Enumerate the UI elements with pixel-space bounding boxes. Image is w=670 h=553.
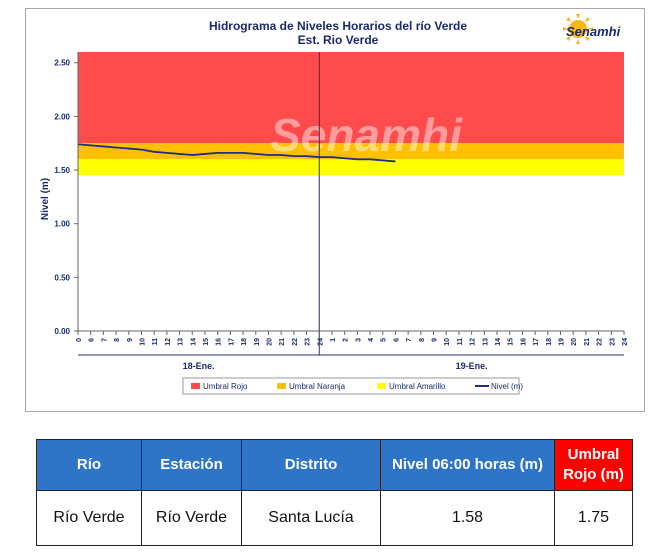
y-axis-label: Nivel (m) — [40, 178, 51, 220]
x-tick-label: 13 — [178, 338, 185, 346]
x-tick-label: 1 — [330, 338, 337, 342]
x-tick-label: 12 — [470, 338, 477, 346]
header-estacion: Estación — [141, 439, 242, 491]
header-nivel: Nivel 06:00 horas (m) — [380, 439, 555, 491]
header-distrito: Distrito — [241, 439, 381, 491]
legend-swatch — [277, 383, 286, 389]
cell-umbral-rojo: 1.75 — [554, 490, 633, 546]
legend-swatch — [191, 383, 200, 389]
x-tick-label: 20 — [266, 338, 273, 346]
x-tick-label: 14 — [495, 338, 502, 346]
x-tick-label: 24 — [317, 338, 324, 346]
chart-frame: Hidrograma de Niveles Horarios del río V… — [25, 8, 645, 412]
senamhi-logo: Senamhi — [563, 14, 621, 44]
y-tick-label: 1.50 — [54, 166, 70, 175]
x-tick-label: 13 — [482, 338, 489, 346]
logo-text: Senamhi — [566, 24, 621, 39]
x-tick-label: 21 — [584, 338, 591, 346]
x-tick-label: 18 — [546, 338, 553, 346]
x-tick-label: 10 — [139, 338, 146, 346]
x-tick-label: 7 — [101, 338, 108, 342]
x-tick-label: 20 — [571, 338, 578, 346]
x-tick-label: 6 — [393, 338, 400, 342]
x-tick-label: 5 — [381, 338, 388, 342]
legend-label: Umbral Naranja — [289, 382, 346, 391]
x-tick-label: 8 — [114, 338, 121, 342]
x-tick-label: 0 — [76, 338, 83, 342]
x-tick-label: 21 — [279, 338, 286, 346]
x-tick-label: 17 — [228, 338, 235, 346]
x-tick-label: 17 — [533, 338, 540, 346]
y-tick-label: 1.00 — [54, 220, 70, 229]
x-tick-label: 18 — [241, 338, 248, 346]
legend: Umbral Rojo Umbral Naranja Umbral Amarillo… — [182, 377, 523, 395]
y-tick-label: 2.00 — [54, 112, 70, 121]
header-umbral-rojo: Umbral Rojo (m) — [554, 439, 633, 491]
plot-axes — [77, 52, 624, 356]
cell-distrito: Santa Lucía — [241, 490, 381, 546]
y-tick-label: 0.00 — [54, 327, 70, 336]
x-tick-label: 23 — [305, 338, 312, 346]
cell-rio: Río Verde — [36, 490, 142, 546]
cell-estacion: Río Verde — [141, 490, 242, 546]
x-tick-label: 16 — [216, 338, 223, 346]
x-tick-label: 12 — [165, 338, 172, 346]
x-tick-label: 4 — [368, 338, 375, 342]
series-line-nivel — [77, 143, 396, 163]
x-tick-label: 19 — [559, 338, 566, 346]
x-tick-label: 6 — [89, 338, 96, 342]
series-nivel — [77, 143, 396, 163]
x-tick-label: 14 — [190, 338, 197, 346]
x-tick-label: 19 — [254, 338, 261, 346]
band-umbral-amarillo — [78, 159, 624, 176]
day-labels: 18-Ene. 19-Ene. — [183, 361, 488, 371]
x-tick-label: 10 — [444, 338, 451, 346]
y-axis-ticks: 0.00 0.50 1.00 1.50 2.00 2.50 — [54, 59, 78, 336]
x-tick-label: 9 — [127, 338, 134, 342]
sun-icon — [563, 14, 593, 44]
y-tick-label: 0.50 — [54, 273, 70, 282]
x-tick-label: 16 — [520, 338, 527, 346]
station-table: Río Estación Distrito Nivel 06:00 horas … — [36, 439, 633, 546]
x-tick-label: 15 — [508, 338, 515, 346]
x-tick-label: 22 — [597, 338, 604, 346]
legend-swatch — [377, 383, 386, 389]
x-axis-ticks: 0 6 7 8 9 10 11 12 13 14 15 16 17 18 19 20 21 22 23 24 1 2 3 4 5… — [76, 331, 629, 346]
cell-nivel: 1.58 — [380, 490, 555, 546]
x-tick-label: 2 — [343, 338, 350, 342]
legend-label: Umbral Rojo — [203, 382, 248, 391]
x-tick-label: 22 — [292, 338, 299, 346]
watermark: Senamhi — [270, 109, 463, 161]
table-header-row: Río Estación Distrito Nivel 06:00 horas … — [36, 439, 633, 491]
x-tick-label: 3 — [355, 338, 362, 342]
x-tick-label: 11 — [152, 338, 159, 346]
header-rio: Río — [36, 439, 142, 491]
legend-box — [182, 377, 520, 395]
day-label: 19-Ene. — [456, 361, 488, 371]
legend-label: Umbral Amarillo — [389, 382, 446, 391]
x-tick-label: 23 — [609, 338, 616, 346]
band-umbral-rojo — [78, 52, 624, 144]
x-tick-label: 7 — [406, 338, 413, 342]
chart-title: Hidrograma de Niveles Horarios del río V… — [209, 19, 467, 33]
table-row: Río Verde Río Verde Santa Lucía 1.58 1.7… — [36, 490, 633, 546]
x-tick-label: 8 — [419, 338, 426, 342]
x-tick-label: 24 — [622, 338, 629, 346]
threshold-bands — [78, 52, 624, 331]
day-label: 18-Ene. — [183, 361, 215, 371]
band-umbral-naranja — [78, 143, 624, 160]
legend-label: Nivel (m) — [491, 382, 523, 391]
x-tick-label: 15 — [203, 338, 210, 346]
x-tick-label: 11 — [457, 338, 464, 346]
y-tick-label: 2.50 — [54, 59, 70, 68]
hydrograph-chart: Hidrograma de Niveles Horarios del río V… — [40, 14, 629, 395]
x-tick-label: 9 — [432, 338, 439, 342]
chart-subtitle: Est. Rio Verde — [298, 33, 379, 47]
